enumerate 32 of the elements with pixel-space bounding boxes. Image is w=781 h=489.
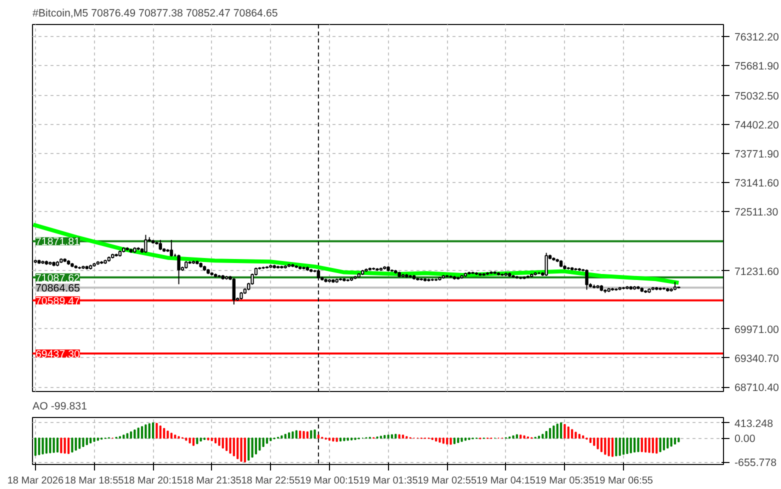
y-tick-label: 75032.50 <box>734 90 780 102</box>
x-tick-label: 19 Mar 04:15 <box>476 476 536 486</box>
x-tick-label: 19 Mar 01:35 <box>358 476 418 486</box>
x-tick-label: 19 Mar 05:35 <box>535 476 595 486</box>
y-tick-label: 69340.70 <box>734 352 780 365</box>
x-tick-label: 18 Mar 2026 <box>7 476 64 486</box>
ref-line-label: 69437.30 <box>36 348 80 361</box>
ref-line-label: 71087.62 <box>36 272 80 284</box>
x-tick-label: 19 Mar 06:55 <box>594 476 654 486</box>
x-tick-label: 18 Mar 21:35 <box>182 476 242 486</box>
x-tick-label: 18 Mar 20:15 <box>124 476 183 486</box>
ref-line-label: 70589.47 <box>36 295 80 308</box>
y-tick-label: 0.00 <box>734 433 756 446</box>
chart-title: #Bitcoin,M5 70876.49 70877.38 70852.47 70864.65 <box>32 8 278 20</box>
y-tick-label: 72511.30 <box>734 206 778 219</box>
y-tick-label: 74402.20 <box>734 120 780 132</box>
y-tick-label: 73771.90 <box>734 148 780 161</box>
y-tick-label: -655.778 <box>734 457 777 470</box>
x-tick-label: 19 Mar 02:55 <box>418 476 477 486</box>
y-tick-label: 76312.20 <box>734 31 780 44</box>
y-tick-label: 68710.40 <box>734 382 780 394</box>
y-tick-label: 413.248 <box>734 418 774 430</box>
y-tick-label: 75681.90 <box>734 60 780 72</box>
ref-line-label: 70864.65 <box>36 282 80 295</box>
x-tick-label: 19 Mar 00:15 <box>300 476 360 486</box>
y-tick-label: 69971.00 <box>734 324 780 336</box>
y-tick-label: 73141.60 <box>734 178 780 190</box>
chart-title: AO -99.831 <box>32 400 88 412</box>
x-tick-label: 18 Mar 22:55 <box>241 476 301 486</box>
x-tick-label: 18 Mar 18:55 <box>64 476 124 486</box>
ref-line-label: 71871.81 <box>36 236 80 248</box>
y-tick-label: 71231.60 <box>734 266 780 278</box>
